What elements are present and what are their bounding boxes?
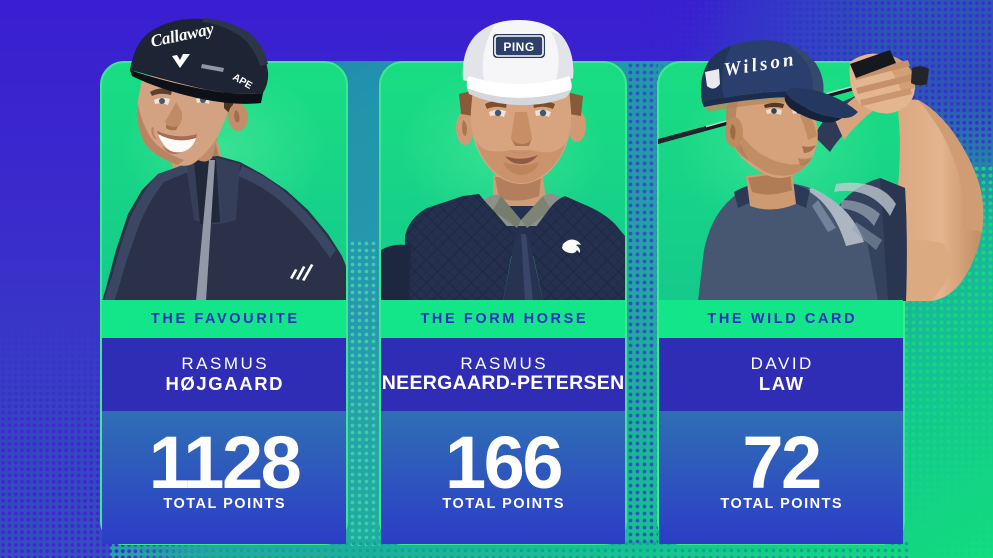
svg-text:PING: PING <box>503 40 534 54</box>
